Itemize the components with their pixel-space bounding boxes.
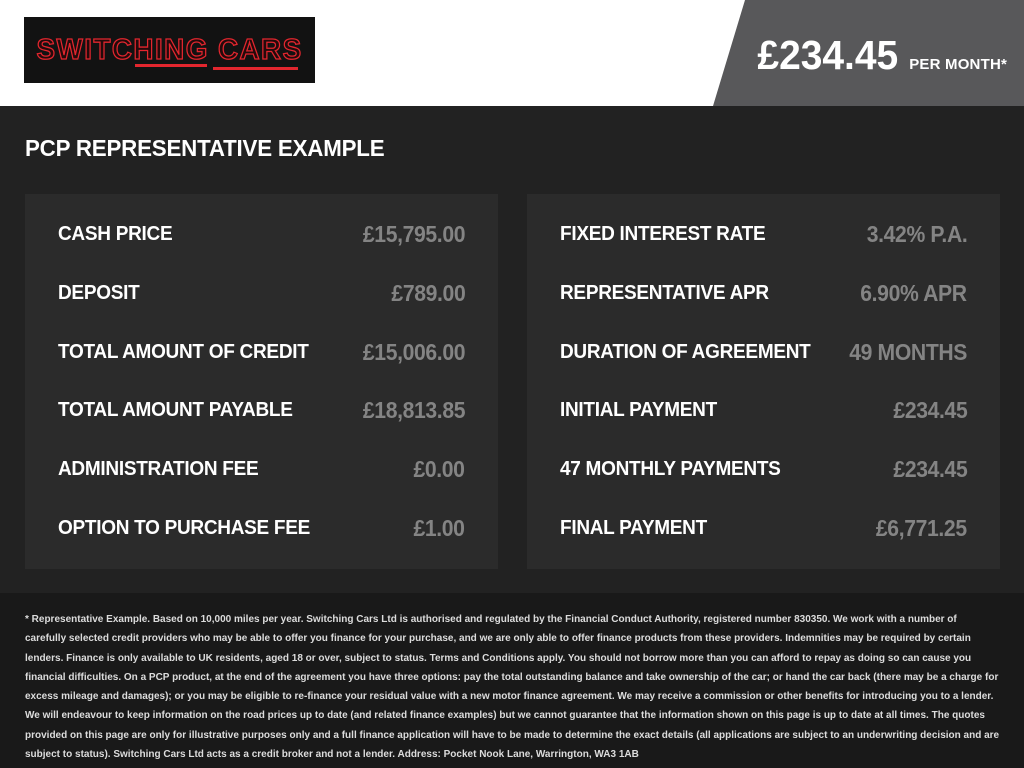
finance-row: TOTAL AMOUNT OF CREDIT £15,006.00 <box>58 339 465 366</box>
finance-row-value: £18,813.85 <box>362 397 466 424</box>
finance-row-label: OPTION TO PURCHASE FEE <box>58 516 311 539</box>
finance-row: DURATION OF AGREEMENT 49 MONTHS <box>560 339 967 366</box>
finance-panels: CASH PRICE £15,795.00 DEPOSIT £789.00 TO… <box>25 194 1000 569</box>
price-banner: £234.45 PER MONTH* <box>713 0 1024 106</box>
finance-row: DEPOSIT £789.00 <box>58 280 465 307</box>
finance-row-label: FIXED INTEREST RATE <box>560 223 766 245</box>
top-bar: SWITCHING CARS £234.45 PER MONTH* <box>0 0 1024 106</box>
finance-disclaimer: * Representative Example. Based on 10,00… <box>25 614 1000 761</box>
finance-panel-left: CASH PRICE £15,795.00 DEPOSIT £789.00 TO… <box>25 194 498 569</box>
finance-row: CASH PRICE £15,795.00 <box>58 221 465 248</box>
price-amount: £234.45 <box>757 31 899 78</box>
finance-row-label: TOTAL AMOUNT PAYABLE <box>58 399 293 422</box>
finance-row-value: £15,795.00 <box>362 221 466 247</box>
finance-row-label: FINAL PAYMENT <box>560 516 707 539</box>
finance-row-value: £6,771.25 <box>876 514 967 541</box>
finance-row: REPRESENTATIVE APR 6.90% APR <box>560 280 967 307</box>
finance-row: FIXED INTEREST RATE 3.42% P.A. <box>560 221 967 248</box>
logo-underline-bar <box>213 67 298 70</box>
disclaimer-section: * Representative Example. Based on 10,00… <box>0 593 1024 768</box>
finance-row-label: INITIAL PAYMENT <box>560 399 717 422</box>
finance-row-value: 3.42% P.A. <box>866 221 967 247</box>
finance-row: FINAL PAYMENT £6,771.25 <box>560 515 967 542</box>
finance-row-label: ADMINISTRATION FEE <box>58 458 259 481</box>
finance-row-label: CASH PRICE <box>58 223 173 245</box>
pcp-example-section: PCP REPRESENTATIVE EXAMPLE CASH PRICE £1… <box>0 106 1024 593</box>
finance-row: TOTAL AMOUNT PAYABLE £18,813.85 <box>58 397 465 424</box>
finance-row-value: £234.45 <box>893 397 967 424</box>
finance-row-value: £234.45 <box>893 456 967 483</box>
finance-row-label: DEPOSIT <box>58 281 140 304</box>
finance-row: INITIAL PAYMENT £234.45 <box>560 397 967 424</box>
finance-row-value: £0.00 <box>413 456 465 483</box>
finance-row-value: £15,006.00 <box>362 338 466 365</box>
finance-row-label: REPRESENTATIVE APR <box>560 281 769 304</box>
finance-row-label: DURATION OF AGREEMENT <box>560 340 811 363</box>
finance-row: 47 MONTHLY PAYMENTS £234.45 <box>560 456 967 483</box>
logo-underline-bar <box>134 64 208 67</box>
finance-panel-right: FIXED INTEREST RATE 3.42% P.A. REPRESENT… <box>527 194 1000 569</box>
finance-row-label: 47 MONTHLY PAYMENTS <box>560 458 781 481</box>
finance-row-value: 6.90% APR <box>860 279 968 306</box>
finance-row: OPTION TO PURCHASE FEE £1.00 <box>58 515 465 542</box>
finance-row-value: £1.00 <box>413 514 465 541</box>
page-title: PCP REPRESENTATIVE EXAMPLE <box>25 135 385 161</box>
finance-row-value: 49 MONTHS <box>849 338 967 365</box>
price-per-month-label: PER MONTH* <box>909 55 1008 73</box>
finance-row: ADMINISTRATION FEE £0.00 <box>58 456 465 483</box>
brand-logo-text: SWITCHING CARS <box>36 33 303 66</box>
finance-row-label: TOTAL AMOUNT OF CREDIT <box>58 340 309 363</box>
finance-row-value: £789.00 <box>391 279 465 306</box>
brand-logo[interactable]: SWITCHING CARS <box>24 17 315 83</box>
